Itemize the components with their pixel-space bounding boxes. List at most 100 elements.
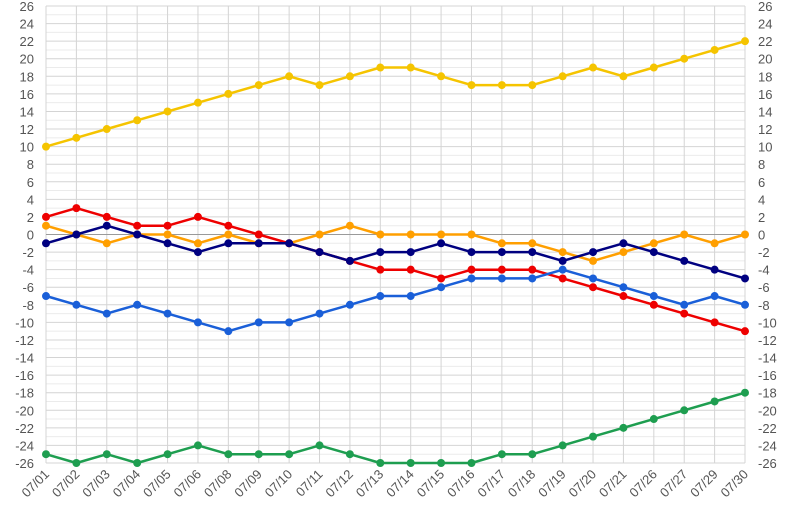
x-tick-label: 07/05 bbox=[140, 467, 174, 501]
data-point bbox=[376, 459, 385, 467]
y-tick-label-right: 22 bbox=[758, 34, 772, 49]
data-point bbox=[406, 292, 415, 301]
data-point bbox=[193, 248, 202, 257]
data-point bbox=[741, 300, 749, 309]
y-tick-label-right: -2 bbox=[758, 245, 770, 260]
data-point bbox=[193, 212, 202, 221]
data-point bbox=[467, 265, 476, 274]
data-point bbox=[285, 72, 294, 81]
x-tick-label: 07/26 bbox=[626, 467, 660, 501]
x-tick-label: 07/01 bbox=[19, 467, 53, 501]
data-point bbox=[437, 230, 446, 239]
data-point bbox=[497, 274, 506, 283]
y-tick-label-left: 0 bbox=[27, 228, 34, 243]
y-tick-label-left: 22 bbox=[20, 34, 34, 49]
data-point bbox=[528, 248, 537, 257]
data-point bbox=[254, 81, 263, 90]
data-point bbox=[558, 274, 567, 283]
data-point bbox=[72, 300, 81, 309]
y-tick-label-left: -18 bbox=[15, 386, 34, 401]
series-group bbox=[42, 37, 749, 467]
y-tick-label-left: -8 bbox=[22, 298, 34, 313]
series-line bbox=[45, 268, 746, 333]
x-tick-label: 07/10 bbox=[262, 467, 296, 501]
y-tick-label-left: -6 bbox=[22, 280, 34, 295]
y-tick-label-left: -20 bbox=[15, 403, 34, 418]
data-point bbox=[528, 274, 537, 283]
data-point bbox=[497, 248, 506, 257]
data-point bbox=[376, 230, 385, 239]
data-point bbox=[345, 450, 354, 459]
series-line bbox=[45, 391, 746, 465]
data-point bbox=[467, 81, 476, 90]
data-point bbox=[133, 116, 142, 125]
data-point bbox=[497, 265, 506, 274]
data-point bbox=[224, 89, 233, 98]
data-point bbox=[619, 283, 628, 292]
y-tick-label-right: -16 bbox=[758, 368, 777, 383]
data-point bbox=[649, 415, 658, 424]
data-point bbox=[497, 239, 506, 248]
x-tick-label: 07/20 bbox=[566, 467, 600, 501]
data-point bbox=[680, 300, 689, 309]
data-point bbox=[406, 230, 415, 239]
data-point bbox=[315, 441, 324, 450]
data-point bbox=[193, 318, 202, 327]
y-tick-label-right: -14 bbox=[758, 351, 777, 366]
data-point bbox=[467, 274, 476, 283]
y-tick-label-left: 18 bbox=[20, 69, 34, 84]
data-point bbox=[680, 54, 689, 63]
data-point bbox=[42, 292, 50, 301]
data-point bbox=[193, 239, 202, 248]
y-tick-label-right: 16 bbox=[758, 87, 772, 102]
data-point bbox=[710, 265, 719, 274]
y-tick-label-left: 4 bbox=[27, 192, 34, 207]
data-point bbox=[224, 221, 233, 230]
data-point bbox=[437, 459, 446, 467]
data-point bbox=[710, 45, 719, 54]
data-point bbox=[649, 300, 658, 309]
data-point bbox=[406, 63, 415, 72]
x-axis: 07/0107/0207/0307/0407/0507/0607/0807/09… bbox=[19, 467, 752, 501]
series-1 bbox=[42, 37, 749, 151]
data-point bbox=[528, 450, 537, 459]
y-tick-label-right: 18 bbox=[758, 69, 772, 84]
data-point bbox=[42, 212, 50, 221]
data-point bbox=[589, 63, 598, 72]
data-point bbox=[680, 230, 689, 239]
data-point bbox=[619, 248, 628, 257]
data-point bbox=[710, 397, 719, 406]
data-point bbox=[102, 309, 111, 318]
y-tick-label-right: -8 bbox=[758, 298, 770, 313]
data-point bbox=[710, 292, 719, 301]
data-point bbox=[345, 72, 354, 81]
x-tick-label: 07/30 bbox=[718, 467, 752, 501]
x-tick-label: 07/17 bbox=[474, 467, 508, 501]
y-tick-label-right: 26 bbox=[758, 0, 772, 14]
y-tick-label-right: 20 bbox=[758, 52, 772, 67]
data-point bbox=[619, 72, 628, 81]
data-point bbox=[558, 256, 567, 265]
y-tick-label-right: 4 bbox=[758, 192, 765, 207]
data-point bbox=[497, 450, 506, 459]
data-point bbox=[254, 230, 263, 239]
x-tick-label: 07/12 bbox=[322, 467, 356, 501]
data-point bbox=[437, 283, 446, 292]
data-point bbox=[72, 204, 81, 213]
y-tick-label-left: 20 bbox=[20, 52, 34, 67]
data-point bbox=[680, 309, 689, 318]
y-tick-label-left: -16 bbox=[15, 368, 34, 383]
series-5 bbox=[42, 265, 749, 336]
data-point bbox=[437, 72, 446, 81]
y-tick-label-right: -22 bbox=[758, 421, 777, 436]
data-point bbox=[224, 230, 233, 239]
data-point bbox=[315, 309, 324, 318]
data-point bbox=[224, 239, 233, 248]
y-tick-label-right: 0 bbox=[758, 228, 765, 243]
data-point bbox=[193, 441, 202, 450]
data-point bbox=[285, 450, 294, 459]
data-point bbox=[254, 318, 263, 327]
data-point bbox=[193, 98, 202, 107]
data-point bbox=[254, 239, 263, 248]
data-point bbox=[163, 230, 172, 239]
